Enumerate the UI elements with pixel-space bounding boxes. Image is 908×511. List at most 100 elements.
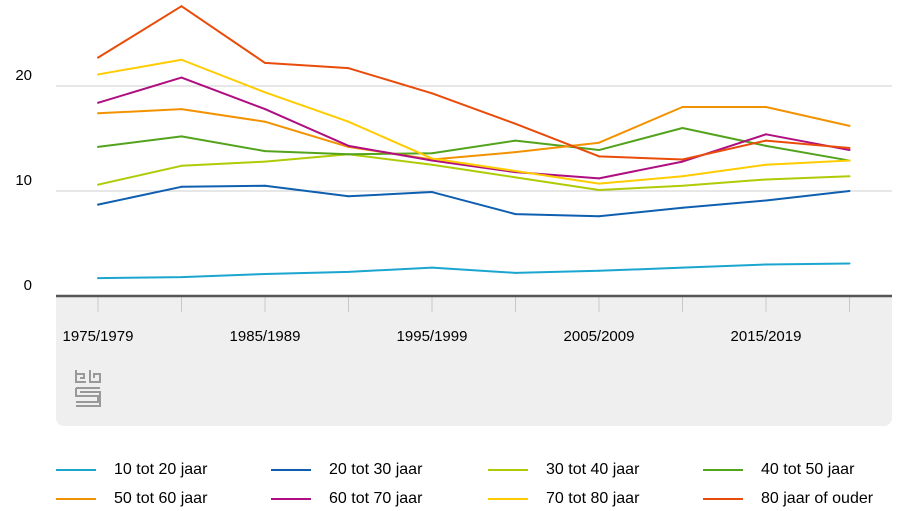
x-tick-label: 2015/2019 bbox=[731, 328, 802, 345]
data-point bbox=[431, 92, 433, 95]
data-point bbox=[848, 149, 851, 152]
data-point bbox=[681, 158, 684, 161]
data-point bbox=[765, 144, 767, 147]
y-tick-label: 10 bbox=[15, 172, 32, 189]
data-point bbox=[765, 133, 767, 136]
data-point bbox=[765, 163, 767, 166]
data-point bbox=[347, 195, 350, 198]
data-point bbox=[264, 272, 266, 275]
legend-swatch bbox=[488, 498, 528, 500]
data-point bbox=[681, 206, 684, 209]
legend-swatch bbox=[56, 498, 96, 500]
line-chart: 0 10 20 1975/1979 1985/1989 1995/1999 2005/20… bbox=[15, 5, 892, 426]
legend-label: 70 tot 80 jaar bbox=[546, 490, 640, 507]
data-point bbox=[598, 269, 600, 272]
data-point bbox=[598, 141, 600, 144]
data-point bbox=[681, 184, 684, 187]
data-point bbox=[681, 106, 684, 108]
data-point bbox=[681, 160, 684, 163]
data-point bbox=[431, 157, 433, 160]
legend-swatch bbox=[271, 498, 311, 500]
data-point bbox=[97, 101, 99, 104]
legend-item: 40 tot 50 jaar bbox=[703, 458, 854, 482]
legend-label: 10 tot 20 jaar bbox=[114, 461, 208, 478]
data-point bbox=[97, 145, 99, 148]
legend-label: 60 tot 70 jaar bbox=[329, 490, 423, 507]
legend-swatch bbox=[703, 498, 743, 500]
legend-item: 60 tot 70 jaar bbox=[271, 487, 422, 511]
legend-label: 50 tot 60 jaar bbox=[114, 490, 208, 507]
data-point bbox=[598, 188, 600, 191]
legend-swatch bbox=[488, 469, 528, 471]
series-lines bbox=[97, 5, 851, 280]
data-point bbox=[431, 266, 433, 269]
data-point bbox=[598, 149, 600, 152]
data-point bbox=[264, 91, 266, 94]
data-point bbox=[97, 183, 99, 186]
data-point bbox=[598, 215, 600, 218]
data-point bbox=[514, 213, 517, 216]
data-point bbox=[848, 190, 851, 192]
series-line-5 bbox=[97, 106, 850, 161]
data-point bbox=[514, 170, 517, 173]
legend-label: 20 tot 30 jaar bbox=[329, 461, 423, 478]
data-point bbox=[264, 61, 266, 64]
cbs-logo bbox=[72, 368, 104, 413]
data-point bbox=[681, 175, 684, 178]
data-point bbox=[848, 124, 851, 127]
data-point bbox=[97, 73, 99, 76]
data-point bbox=[97, 277, 99, 280]
x-tick-label: 1975/1979 bbox=[63, 328, 134, 345]
series-line-4 bbox=[97, 127, 850, 162]
series-line-7 bbox=[97, 58, 850, 185]
series-line-3 bbox=[97, 153, 850, 191]
data-point bbox=[848, 159, 851, 162]
data-point bbox=[264, 160, 266, 163]
x-tick-label: 1985/1989 bbox=[230, 328, 301, 345]
x-tick-label: 1995/1999 bbox=[397, 328, 468, 345]
data-point bbox=[598, 177, 600, 180]
data-point bbox=[180, 58, 183, 61]
data-point bbox=[180, 135, 183, 138]
data-point bbox=[514, 176, 517, 179]
data-point bbox=[765, 263, 767, 266]
legend-label: 40 tot 50 jaar bbox=[761, 461, 855, 478]
series-line-1 bbox=[97, 262, 850, 280]
data-point bbox=[598, 155, 600, 158]
data-point bbox=[765, 199, 767, 202]
data-point bbox=[347, 120, 350, 123]
data-point bbox=[347, 67, 350, 70]
x-axis-ticks: 1975/1979 1985/1989 1995/1999 2005/2009 2015… bbox=[63, 296, 850, 345]
legend-item: 50 tot 60 jaar bbox=[56, 487, 207, 511]
data-point bbox=[681, 266, 684, 269]
legend-swatch bbox=[56, 469, 96, 471]
data-point bbox=[431, 159, 433, 162]
legend-item: 20 tot 30 jaar bbox=[271, 458, 422, 482]
data-point bbox=[431, 163, 433, 166]
series-line-8 bbox=[97, 5, 850, 161]
data-point bbox=[180, 108, 183, 111]
data-point bbox=[264, 120, 266, 123]
data-point bbox=[765, 106, 767, 108]
legend-item: 30 tot 40 jaar bbox=[488, 458, 639, 482]
data-point bbox=[765, 178, 767, 181]
legend-swatch bbox=[703, 469, 743, 471]
x-tick-label: 2005/2009 bbox=[564, 328, 635, 345]
legend-swatch bbox=[271, 469, 311, 471]
data-point bbox=[514, 151, 517, 154]
data-point bbox=[681, 127, 684, 129]
data-point bbox=[514, 139, 517, 142]
data-point bbox=[264, 108, 266, 111]
data-point bbox=[598, 182, 600, 185]
data-point bbox=[848, 146, 851, 149]
series-line-6 bbox=[97, 76, 850, 180]
legend-label: 80 jaar of ouder bbox=[761, 490, 874, 507]
data-point bbox=[264, 184, 266, 187]
y-tick-label: 20 bbox=[15, 67, 32, 84]
data-point bbox=[514, 122, 517, 125]
data-point bbox=[848, 175, 851, 178]
legend-item: 10 tot 20 jaar bbox=[56, 458, 207, 482]
data-point bbox=[97, 112, 99, 115]
data-point bbox=[97, 203, 99, 206]
legend-item: 80 jaar of ouder bbox=[703, 487, 873, 511]
